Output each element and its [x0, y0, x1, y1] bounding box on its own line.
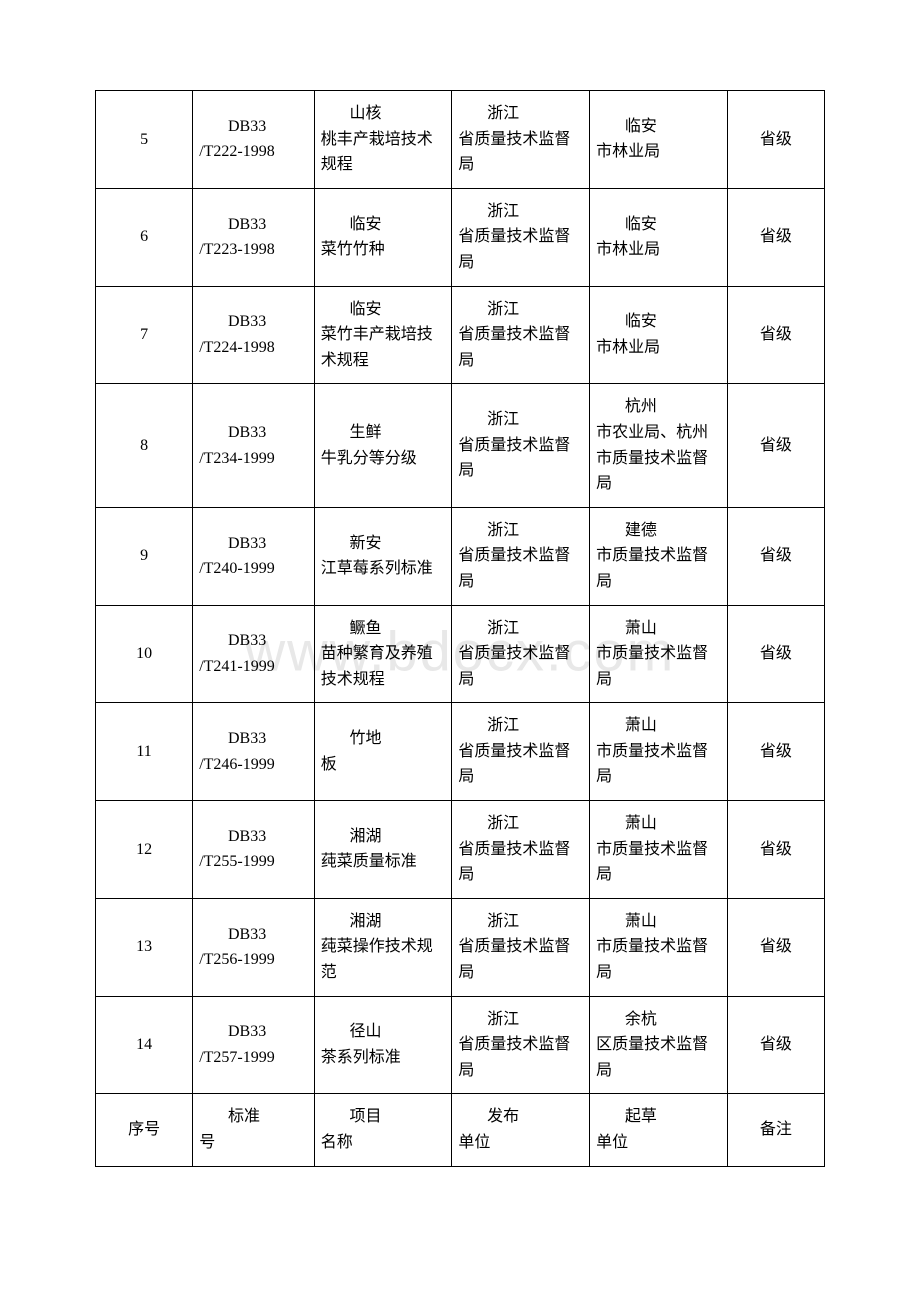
table-row: 5DB33/T222-1998山核桃丰产栽培技术规程浙江省质量技术监督局临安市林… [96, 91, 825, 189]
cell-sequence: 7 [96, 286, 193, 384]
table-row: 8DB33/T234-1999生鲜牛乳分等分级浙江省质量技术监督局杭州市农业局、… [96, 384, 825, 507]
cell-publisher: 浙江省质量技术监督局 [452, 898, 590, 996]
cell-sequence: 5 [96, 91, 193, 189]
cell-standard-number: DB33/T222-1998 [193, 91, 315, 189]
cell-sequence: 8 [96, 384, 193, 507]
cell-note: 省级 [727, 91, 824, 189]
cell-drafter: 萧山市质量技术监督局 [590, 605, 728, 703]
cell-standard-number: DB33/T257-1999 [193, 996, 315, 1094]
cell-note: 省级 [727, 898, 824, 996]
cell-publisher: 浙江省质量技术监督局 [452, 286, 590, 384]
cell-note: 省级 [727, 801, 824, 899]
cell-note: 省级 [727, 703, 824, 801]
cell-sequence: 12 [96, 801, 193, 899]
table-row: 9DB33/T240-1999新安江草莓系列标准浙江省质量技术监督局建德市质量技… [96, 507, 825, 605]
cell-publisher: 浙江省质量技术监督局 [452, 801, 590, 899]
cell-standard-number: DB33/T234-1999 [193, 384, 315, 507]
cell-sequence: 9 [96, 507, 193, 605]
cell-sequence: 13 [96, 898, 193, 996]
cell-standard-number: DB33/T256-1999 [193, 898, 315, 996]
table-row: 10DB33/T241-1999鳜鱼苗种繁育及养殖技术规程浙江省质量技术监督局萧… [96, 605, 825, 703]
table-row: 6DB33/T223-1998临安菜竹竹种浙江省质量技术监督局临安市林业局省级 [96, 188, 825, 286]
table-row: 14DB33/T257-1999径山茶系列标准浙江省质量技术监督局余杭区质量技术… [96, 996, 825, 1094]
table-row: 13DB33/T256-1999湘湖莼菜操作技术规范浙江省质量技术监督局萧山市质… [96, 898, 825, 996]
cell-note: 省级 [727, 996, 824, 1094]
header-standard-number: 标准号 [193, 1094, 315, 1166]
table-body: 5DB33/T222-1998山核桃丰产栽培技术规程浙江省质量技术监督局临安市林… [96, 91, 825, 1167]
standards-table: 5DB33/T222-1998山核桃丰产栽培技术规程浙江省质量技术监督局临安市林… [95, 90, 825, 1167]
header-project-name: 项目名称 [314, 1094, 452, 1166]
cell-sequence: 6 [96, 188, 193, 286]
table-row: 7DB33/T224-1998临安菜竹丰产栽培技术规程浙江省质量技术监督局临安市… [96, 286, 825, 384]
cell-publisher: 浙江省质量技术监督局 [452, 91, 590, 189]
cell-project-name: 径山茶系列标准 [314, 996, 452, 1094]
cell-publisher: 浙江省质量技术监督局 [452, 507, 590, 605]
cell-project-name: 新安江草莓系列标准 [314, 507, 452, 605]
cell-drafter: 余杭区质量技术监督局 [590, 996, 728, 1094]
cell-publisher: 浙江省质量技术监督局 [452, 605, 590, 703]
header-publisher: 发布单位 [452, 1094, 590, 1166]
cell-project-name: 临安菜竹竹种 [314, 188, 452, 286]
cell-publisher: 浙江省质量技术监督局 [452, 384, 590, 507]
cell-project-name: 临安菜竹丰产栽培技术规程 [314, 286, 452, 384]
cell-standard-number: DB33/T240-1999 [193, 507, 315, 605]
cell-project-name: 生鲜牛乳分等分级 [314, 384, 452, 507]
cell-drafter: 临安市林业局 [590, 188, 728, 286]
cell-project-name: 鳜鱼苗种繁育及养殖技术规程 [314, 605, 452, 703]
cell-standard-number: DB33/T224-1998 [193, 286, 315, 384]
header-drafter: 起草单位 [590, 1094, 728, 1166]
cell-drafter: 萧山市质量技术监督局 [590, 898, 728, 996]
header-note: 备注 [727, 1094, 824, 1166]
cell-publisher: 浙江省质量技术监督局 [452, 703, 590, 801]
header-sequence: 序号 [96, 1094, 193, 1166]
table-row: 11DB33/T246-1999竹地板浙江省质量技术监督局萧山市质量技术监督局省… [96, 703, 825, 801]
table-header-row: 序号标准号项目名称发布单位起草单位备注 [96, 1094, 825, 1166]
cell-publisher: 浙江省质量技术监督局 [452, 188, 590, 286]
cell-project-name: 山核桃丰产栽培技术规程 [314, 91, 452, 189]
cell-drafter: 萧山市质量技术监督局 [590, 703, 728, 801]
cell-drafter: 萧山市质量技术监督局 [590, 801, 728, 899]
cell-drafter: 临安市林业局 [590, 91, 728, 189]
cell-standard-number: DB33/T241-1999 [193, 605, 315, 703]
cell-note: 省级 [727, 188, 824, 286]
cell-note: 省级 [727, 507, 824, 605]
cell-sequence: 14 [96, 996, 193, 1094]
cell-drafter: 建德市质量技术监督局 [590, 507, 728, 605]
cell-note: 省级 [727, 605, 824, 703]
cell-standard-number: DB33/T255-1999 [193, 801, 315, 899]
cell-sequence: 10 [96, 605, 193, 703]
cell-drafter: 杭州市农业局、杭州市质量技术监督局 [590, 384, 728, 507]
table-row: 12DB33/T255-1999湘湖莼菜质量标准浙江省质量技术监督局萧山市质量技… [96, 801, 825, 899]
cell-project-name: 湘湖莼菜质量标准 [314, 801, 452, 899]
cell-drafter: 临安市林业局 [590, 286, 728, 384]
cell-project-name: 湘湖莼菜操作技术规范 [314, 898, 452, 996]
cell-sequence: 11 [96, 703, 193, 801]
cell-note: 省级 [727, 286, 824, 384]
cell-standard-number: DB33/T223-1998 [193, 188, 315, 286]
cell-project-name: 竹地板 [314, 703, 452, 801]
cell-note: 省级 [727, 384, 824, 507]
cell-standard-number: DB33/T246-1999 [193, 703, 315, 801]
cell-publisher: 浙江省质量技术监督局 [452, 996, 590, 1094]
